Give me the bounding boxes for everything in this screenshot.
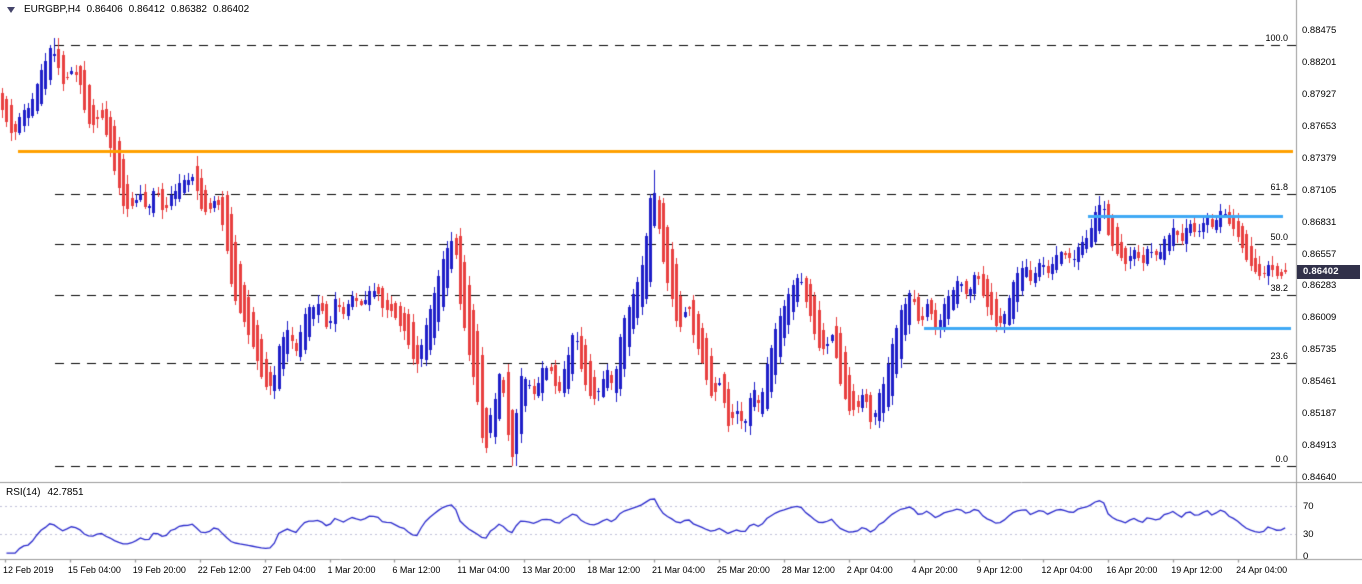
indicator-label: RSI(14) 42.7851 xyxy=(6,487,84,498)
symbol-info: EURGBP,H4 0.86406 0.86412 0.86382 0.8640… xyxy=(7,4,249,15)
current-price-badge: 0.86402 xyxy=(1297,264,1360,279)
ohlc-high: 0.86412 xyxy=(128,4,165,15)
ohlc-open: 0.86406 xyxy=(86,4,123,15)
time-scale-label: 27 Feb 04:00 xyxy=(262,565,316,575)
price-scale-label: 0.86283 xyxy=(1302,280,1337,292)
price-scale-label: 0.87379 xyxy=(1302,152,1337,164)
time-scale-label: 4 Apr 20:00 xyxy=(911,565,958,575)
time-scale-label: 1 Mar 20:00 xyxy=(327,565,376,575)
rsi-scale-label: 70 xyxy=(1303,500,1314,512)
price-scale-label: 0.88475 xyxy=(1302,24,1337,36)
fib-level-label: 100.0 xyxy=(1265,32,1288,43)
time-scale-label: 18 Mar 12:00 xyxy=(587,565,641,575)
rsi-scale-label: 0 xyxy=(1303,551,1309,562)
price-scale-label: 0.87927 xyxy=(1302,88,1337,100)
time-scale-label: 6 Mar 12:00 xyxy=(392,565,441,575)
time-scale-label: 2 Apr 04:00 xyxy=(846,565,893,575)
rsi-scale-label: 30 xyxy=(1303,529,1314,541)
price-scale-label: 0.84640 xyxy=(1302,471,1337,483)
time-scale-label: 11 Mar 04:00 xyxy=(457,565,510,575)
time-scale-label: 16 Apr 20:00 xyxy=(1106,565,1158,575)
fib-level-label: 0.0 xyxy=(1275,454,1288,465)
price-scale-label: 0.84913 xyxy=(1302,440,1337,452)
time-scale-label: 12 Feb 2019 xyxy=(3,565,54,575)
fib-level-label: 38.2 xyxy=(1270,283,1288,294)
price-scale-label: 0.88201 xyxy=(1302,56,1337,68)
time-scale-label: 12 Apr 04:00 xyxy=(1041,565,1093,575)
fib-level-label: 50.0 xyxy=(1270,231,1288,242)
price-scale-label: 0.87105 xyxy=(1302,184,1337,196)
price-scale-label: 0.85735 xyxy=(1302,344,1337,356)
time-scale-label: 15 Feb 04:00 xyxy=(67,565,121,575)
chart-expand-icon[interactable] xyxy=(7,6,15,13)
time-scale-label: 25 Mar 20:00 xyxy=(716,565,770,575)
price-scale-label: 0.87653 xyxy=(1302,120,1337,132)
indicator-value: 42.7851 xyxy=(47,487,84,498)
price-scale-label: 0.86831 xyxy=(1302,216,1337,228)
time-scale-label: 21 Mar 04:00 xyxy=(652,565,706,575)
indicator-name: RSI(14) xyxy=(6,487,41,498)
time-scale-label: 19 Feb 20:00 xyxy=(132,565,186,575)
ohlc-close: 0.86402 xyxy=(212,4,250,15)
price-scale-label: 0.85461 xyxy=(1302,376,1337,388)
time-scale-label: 24 Apr 04:00 xyxy=(1236,565,1288,575)
time-scale-label: 22 Feb 12:00 xyxy=(197,565,251,575)
fib-level-label: 61.8 xyxy=(1270,181,1288,192)
price-scale-label: 0.85187 xyxy=(1302,408,1337,420)
symbol-timeframe: EURGBP,H4 xyxy=(24,4,81,15)
time-scale-label: 9 Apr 12:00 xyxy=(976,565,1023,575)
ohlc-low: 0.86382 xyxy=(170,4,207,15)
time-scale-label: 13 Mar 20:00 xyxy=(522,565,576,575)
price-scale-label: 0.86557 xyxy=(1302,248,1337,260)
fib-level-label: 23.6 xyxy=(1270,350,1288,361)
time-scale-label: 28 Mar 12:00 xyxy=(781,565,835,575)
time-scale-label: 19 Apr 12:00 xyxy=(1171,565,1223,575)
price-scale-label: 0.86009 xyxy=(1302,312,1337,324)
